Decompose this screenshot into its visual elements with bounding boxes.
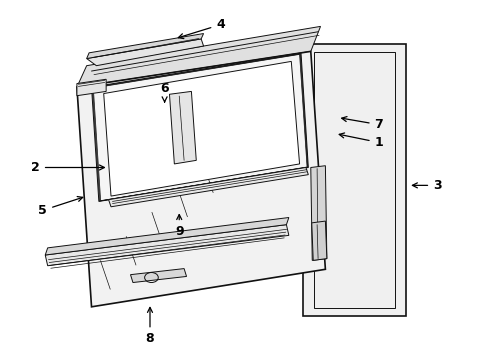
Polygon shape (92, 53, 308, 202)
Polygon shape (109, 167, 308, 207)
Polygon shape (170, 91, 196, 164)
Text: 2: 2 (31, 161, 104, 174)
Polygon shape (87, 39, 203, 66)
Polygon shape (104, 62, 299, 196)
Polygon shape (77, 51, 325, 307)
Polygon shape (312, 221, 327, 260)
Polygon shape (130, 269, 187, 283)
Text: 6: 6 (160, 82, 169, 102)
Polygon shape (77, 79, 106, 96)
Polygon shape (87, 33, 203, 59)
Polygon shape (45, 217, 289, 255)
Polygon shape (303, 44, 406, 316)
Text: 3: 3 (413, 179, 442, 192)
Text: 4: 4 (178, 18, 225, 39)
Text: 1: 1 (339, 133, 383, 149)
Polygon shape (45, 225, 289, 266)
Text: 8: 8 (146, 307, 154, 346)
Polygon shape (311, 166, 327, 260)
Text: 9: 9 (175, 215, 184, 238)
Text: 7: 7 (342, 117, 383, 131)
Polygon shape (77, 26, 320, 87)
Text: 5: 5 (38, 197, 83, 217)
